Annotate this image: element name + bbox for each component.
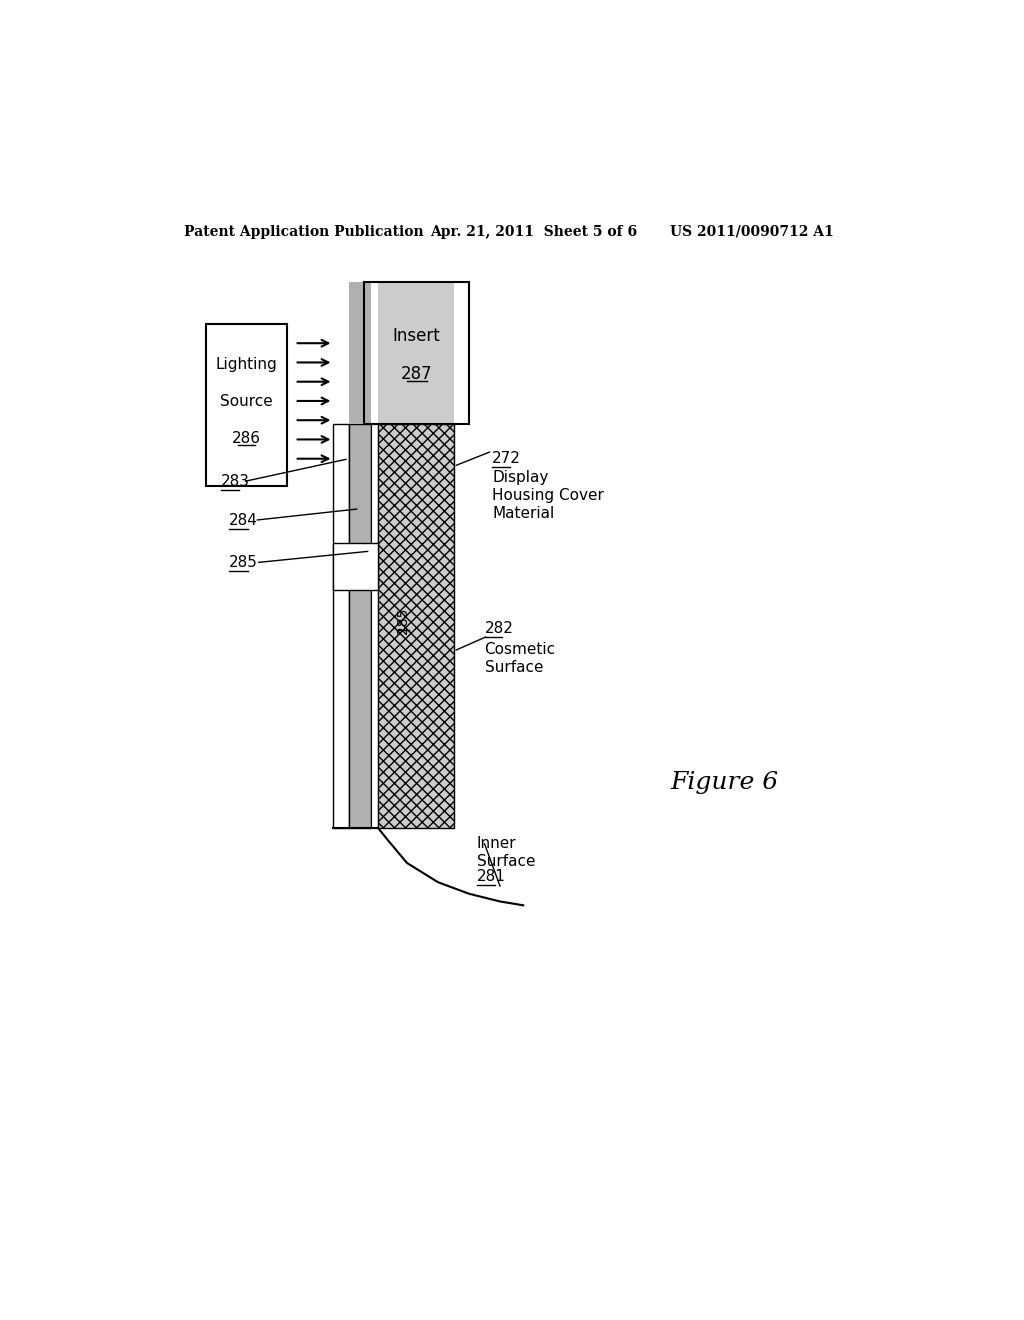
Text: 283: 283: [221, 474, 250, 490]
Text: Display: Display: [493, 470, 549, 486]
Bar: [334, 544, 378, 590]
Text: Cosmetic: Cosmetic: [484, 642, 556, 657]
Text: Patent Application Publication: Patent Application Publication: [183, 224, 424, 239]
Bar: [334, 424, 349, 829]
Text: 272: 272: [493, 451, 521, 466]
Text: Lighting: Lighting: [215, 356, 278, 372]
Bar: [365, 281, 469, 424]
Text: Apr. 21, 2011  Sheet 5 of 6: Apr. 21, 2011 Sheet 5 of 6: [430, 224, 637, 239]
Bar: [349, 281, 371, 424]
Text: 287: 287: [400, 366, 432, 383]
Text: Source: Source: [220, 395, 272, 409]
Text: Surface: Surface: [484, 660, 543, 675]
Bar: [371, 424, 378, 829]
Text: Figure 6: Figure 6: [671, 771, 778, 793]
Text: 285: 285: [396, 607, 411, 634]
Text: 286: 286: [231, 432, 261, 446]
Text: 284: 284: [228, 512, 258, 528]
Text: 285: 285: [228, 556, 258, 570]
Text: Material: Material: [493, 506, 555, 521]
Text: Surface: Surface: [477, 854, 536, 869]
Bar: [378, 281, 454, 424]
Text: 282: 282: [484, 620, 513, 636]
Bar: [206, 323, 287, 486]
Text: Insert: Insert: [393, 327, 440, 345]
Bar: [349, 424, 371, 829]
Text: Inner: Inner: [477, 836, 516, 851]
Text: 281: 281: [477, 870, 506, 884]
Text: US 2011/0090712 A1: US 2011/0090712 A1: [671, 224, 835, 239]
Text: Housing Cover: Housing Cover: [493, 488, 604, 503]
Bar: [378, 424, 454, 829]
